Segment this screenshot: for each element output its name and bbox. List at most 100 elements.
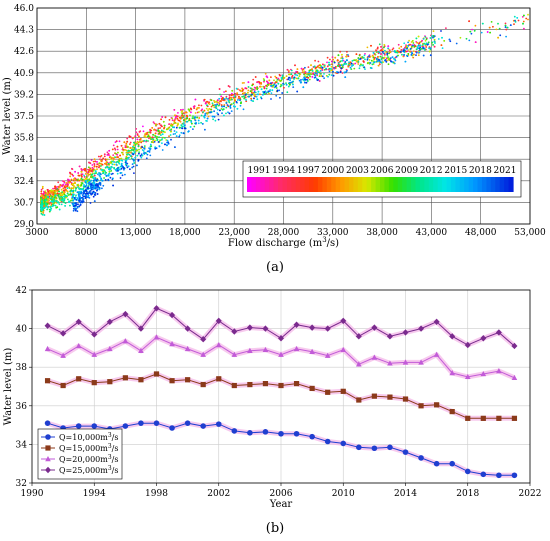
scatter-point bbox=[285, 82, 287, 84]
scatter-point bbox=[102, 184, 105, 187]
scatter-point bbox=[131, 163, 134, 166]
scatter-point bbox=[432, 44, 434, 46]
colorbar-segment bbox=[286, 177, 292, 192]
colorbar-segment bbox=[397, 177, 403, 192]
scatter-point bbox=[43, 199, 46, 202]
scatter-point bbox=[60, 199, 63, 202]
scatter-point bbox=[94, 160, 97, 163]
scatter-point bbox=[424, 49, 426, 51]
scatter-point bbox=[61, 191, 63, 194]
scatter-point bbox=[168, 119, 171, 121]
colorbar-segment bbox=[273, 177, 279, 192]
scatter-point bbox=[134, 156, 137, 159]
scatter-point bbox=[223, 104, 226, 106]
scatter-point bbox=[77, 174, 80, 177]
scatter-point bbox=[46, 189, 49, 191]
scatter-point bbox=[288, 81, 291, 84]
scatter-point bbox=[192, 128, 194, 131]
scatter-point bbox=[57, 194, 60, 196]
scatter-point bbox=[291, 77, 293, 79]
scatter-point bbox=[158, 145, 161, 148]
scatter-point bbox=[522, 20, 525, 23]
scatter-point bbox=[79, 188, 82, 191]
scatter-point bbox=[223, 105, 226, 108]
scatter-point bbox=[299, 81, 302, 83]
scatter-point bbox=[350, 68, 353, 70]
scatter-point bbox=[170, 124, 172, 127]
scatter-point bbox=[51, 195, 53, 198]
series-point bbox=[231, 328, 238, 335]
scatter-point bbox=[213, 101, 216, 104]
scatter-point bbox=[425, 46, 428, 48]
scatter-point bbox=[186, 117, 189, 120]
scatter-point bbox=[168, 135, 170, 138]
scatter-point bbox=[349, 63, 352, 66]
scatter-point bbox=[136, 140, 139, 143]
scatter-point bbox=[55, 197, 58, 200]
scatter-point bbox=[97, 155, 100, 158]
scatter-point bbox=[348, 61, 350, 64]
panel-b-x-tick-label: 2002 bbox=[207, 489, 230, 499]
scatter-point bbox=[66, 192, 69, 195]
series-point bbox=[169, 341, 175, 347]
scatter-point bbox=[107, 178, 110, 181]
series-point bbox=[371, 393, 377, 399]
scatter-point bbox=[321, 69, 324, 71]
scatter-point bbox=[100, 162, 102, 165]
scatter-point bbox=[318, 71, 321, 74]
series-point bbox=[340, 440, 347, 447]
scatter-point bbox=[121, 147, 124, 149]
legend-label-text: Q=15,000m bbox=[59, 444, 108, 453]
scatter-point bbox=[126, 158, 129, 160]
scatter-point bbox=[235, 87, 238, 90]
scatter-point bbox=[72, 207, 75, 210]
scatter-point bbox=[101, 179, 104, 182]
scatter-point bbox=[213, 106, 216, 109]
scatter-point bbox=[53, 200, 56, 202]
scatter-point bbox=[97, 183, 100, 185]
scatter-point bbox=[441, 47, 444, 49]
scatter-point bbox=[412, 42, 415, 44]
scatter-point bbox=[113, 167, 116, 170]
series-point bbox=[340, 317, 347, 325]
scatter-point bbox=[129, 154, 132, 157]
scatter-point bbox=[504, 22, 507, 25]
scatter-point bbox=[87, 174, 90, 177]
scatter-point bbox=[84, 189, 87, 192]
scatter-point bbox=[209, 111, 212, 114]
scatter-point bbox=[85, 194, 88, 197]
scatter-point bbox=[288, 70, 290, 72]
scatter-point bbox=[376, 60, 379, 63]
scatter-point bbox=[106, 151, 109, 154]
scatter-point bbox=[216, 99, 219, 102]
scatter-point bbox=[64, 185, 67, 187]
scatter-point bbox=[181, 127, 184, 130]
scatter-point bbox=[492, 25, 494, 28]
series-point bbox=[200, 381, 206, 388]
series-point bbox=[246, 324, 253, 331]
scatter-point bbox=[200, 104, 203, 107]
scatter-point bbox=[40, 190, 43, 193]
scatter-point bbox=[149, 154, 152, 157]
scatter-point bbox=[253, 94, 256, 97]
scatter-point bbox=[177, 119, 180, 122]
scatter-point bbox=[106, 165, 109, 168]
scatter-point bbox=[364, 58, 366, 61]
scatter-point bbox=[289, 79, 291, 81]
scatter-point bbox=[323, 66, 326, 68]
scatter-point bbox=[278, 73, 281, 76]
scatter-point bbox=[46, 203, 49, 206]
scatter-point bbox=[93, 172, 96, 175]
scatter-point bbox=[306, 73, 308, 76]
scatter-point bbox=[132, 165, 135, 168]
scatter-point bbox=[73, 205, 75, 208]
scatter-point bbox=[210, 105, 213, 108]
scatter-point bbox=[79, 204, 82, 206]
scatter-point bbox=[364, 68, 366, 70]
scatter-point bbox=[245, 87, 248, 90]
scatter-point bbox=[45, 199, 47, 202]
scatter-point bbox=[328, 61, 330, 64]
scatter-point bbox=[266, 85, 268, 88]
series-point bbox=[309, 348, 315, 354]
scatter-point bbox=[346, 69, 348, 72]
